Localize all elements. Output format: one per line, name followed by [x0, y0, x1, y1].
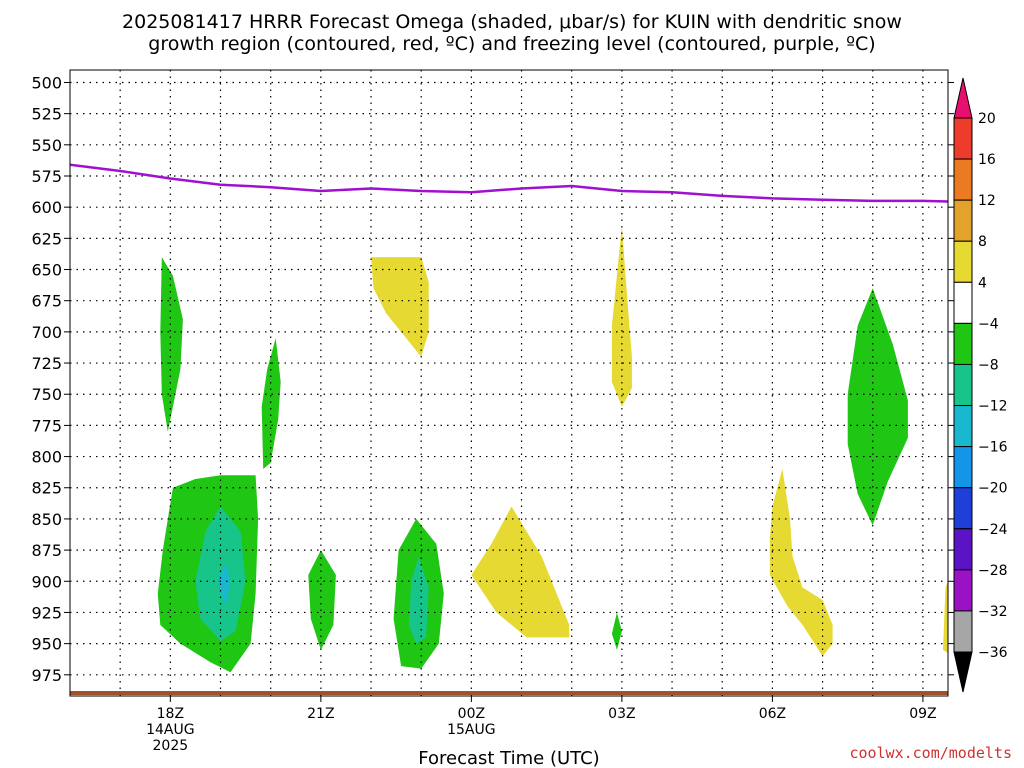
y-tick-label: 650 — [31, 261, 62, 280]
colorbar-bin — [953, 528, 973, 571]
colorbar: 20 16 12 8 4 −4 −8 −12 −16 −20 −24 −28 −32 −36 — [953, 77, 1008, 693]
x-tick-sublabel: 15AUG — [447, 722, 496, 738]
colorbar-top-arrow — [953, 77, 973, 119]
y-tick-label: 800 — [31, 448, 62, 467]
freezing-level-contour — [70, 163, 948, 203]
chart-title-line: 2025081417 HRRR Forecast Omega (shaded, … — [122, 11, 902, 33]
y-tick-label: 575 — [31, 167, 62, 186]
colorbar-bin — [953, 405, 973, 448]
colorbar-bin — [953, 363, 973, 407]
y-tick-label: 750 — [31, 385, 62, 404]
y-tick-label: 725 — [31, 354, 62, 373]
omega-region-9 — [847, 288, 908, 526]
x-axis-label: Forecast Time (UTC) — [418, 748, 599, 768]
y-tick-label: 875 — [31, 541, 62, 560]
omega-region-7 — [408, 556, 429, 644]
credit-text: coolwx.com/modelts — [849, 744, 1012, 762]
y-tick-label: 850 — [31, 510, 62, 529]
colorbar-label: −20 — [978, 481, 1008, 497]
colorbar-bottom-arrow — [953, 651, 973, 693]
colorbar-label: 8 — [978, 234, 987, 250]
chart-title: 2025081417 HRRR Forecast Omega (shaded, … — [122, 11, 902, 55]
omega-region-12 — [611, 225, 632, 407]
omega-region-11 — [471, 506, 570, 638]
x-tick-label: 03Z — [608, 706, 635, 722]
colorbar-bin — [953, 240, 973, 283]
x-tick-label: 06Z — [759, 706, 786, 722]
colorbar-label: −28 — [978, 563, 1008, 579]
x-tick-sublabel: 2025 — [153, 738, 189, 754]
plot-frame — [69, 69, 949, 697]
y-tick-label: 675 — [31, 292, 62, 311]
omega-region-13 — [769, 469, 833, 657]
x-tick-sublabel: 14AUG — [146, 722, 195, 738]
chart-title-line: growth region (contoured, red, ºC) and f… — [148, 33, 875, 55]
omega-shaded-regions — [157, 225, 948, 673]
y-tick-label: 775 — [31, 416, 62, 435]
colorbar-label: −4 — [978, 316, 999, 332]
x-tick-label: 09Z — [909, 706, 936, 722]
colorbar-label: −32 — [978, 604, 1008, 620]
omega-region-0 — [160, 257, 183, 432]
colorbar-bin — [953, 199, 973, 242]
y-tick-label: 950 — [31, 635, 62, 654]
y-tick-label: 975 — [31, 666, 62, 685]
y-tick-label: 625 — [31, 229, 62, 248]
colorbar-label: −24 — [978, 522, 1008, 538]
colorbar-bin — [953, 569, 973, 612]
colorbar-bin — [953, 322, 973, 365]
colorbar-label: −12 — [978, 399, 1008, 415]
colorbar-bin — [953, 281, 973, 324]
ground-strip — [70, 691, 948, 695]
omega-region-10 — [371, 257, 429, 357]
y-tick-label: 700 — [31, 323, 62, 342]
colorbar-bin — [953, 117, 973, 160]
colorbar-label: 12 — [978, 193, 996, 209]
x-tick-label: 21Z — [307, 706, 334, 722]
omega-region-8 — [611, 612, 622, 650]
colorbar-label: −8 — [978, 357, 999, 373]
colorbar-bin — [953, 487, 973, 530]
omega-region-3 — [195, 506, 246, 642]
y-tick-label: 925 — [31, 603, 62, 622]
colorbar-label: 16 — [978, 152, 996, 168]
y-tick-label: 600 — [31, 198, 62, 217]
y-tick-label: 900 — [31, 572, 62, 591]
grid-lines — [70, 70, 948, 696]
freezing-level-line — [70, 163, 948, 203]
colorbar-label: 20 — [978, 111, 996, 127]
ground-surface — [70, 691, 948, 695]
colorbar-bin — [953, 446, 973, 489]
y-tick-label: 825 — [31, 479, 62, 498]
y-tick-label: 500 — [31, 73, 62, 92]
y-tick-label: 550 — [31, 136, 62, 155]
x-tick-label: 18Z — [157, 706, 184, 722]
omega-region-14 — [943, 581, 948, 653]
omega-region-1 — [261, 338, 281, 469]
x-tick-label: 00Z — [458, 706, 485, 722]
colorbar-bin — [953, 158, 973, 201]
omega-region-4 — [218, 562, 231, 607]
y-tick-label: 525 — [31, 105, 62, 124]
colorbar-label: −36 — [978, 645, 1008, 661]
colorbar-label: 4 — [978, 275, 987, 291]
colorbar-bin — [953, 610, 973, 653]
y-axis-ticks: 500 525 550 575 600 625 650 675 700 725 750 775 800 8… — [31, 73, 954, 685]
colorbar-label: −16 — [978, 440, 1008, 456]
omega-region-5 — [308, 550, 336, 650]
